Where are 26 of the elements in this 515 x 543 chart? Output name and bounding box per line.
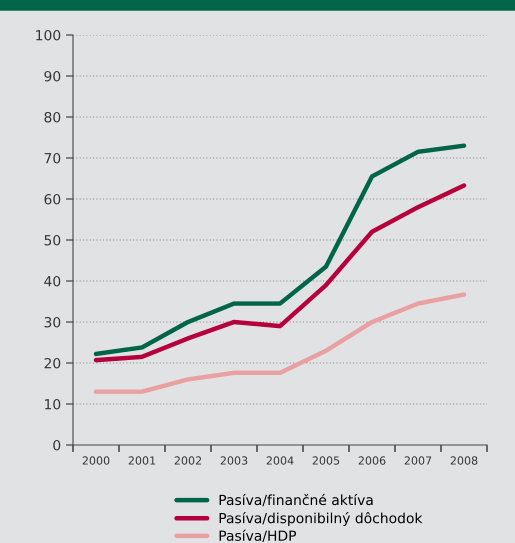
- x-tick-label: 2008: [450, 456, 478, 465]
- x-tick-label: 2004: [266, 456, 294, 465]
- y-tick-label: 50: [44, 234, 60, 246]
- y-tick-label: 20: [44, 358, 60, 368]
- x-tick-label: 2000: [82, 456, 110, 465]
- x-tick-label: 2002: [174, 456, 202, 465]
- y-tick-label: 60: [44, 194, 60, 204]
- y-tick-label: 40: [44, 276, 60, 286]
- y-tick-label: 10: [45, 398, 60, 410]
- x-tick-label: 2001: [128, 456, 156, 465]
- line-series: [94, 143, 466, 356]
- x-tick-label: 2003: [220, 456, 248, 465]
- y-tick-label: 100: [36, 30, 60, 40]
- legend-label: Pasíva/HDP: [220, 530, 296, 542]
- legend-label: Pasíva/disponibilný dôchodok: [220, 512, 422, 526]
- y-tick-label: 0: [53, 440, 60, 450]
- line-series: [94, 183, 466, 362]
- y-tick-label: 90: [44, 70, 60, 82]
- legend-label: Pasíva/finančné aktíva: [220, 494, 373, 506]
- y-tick-label: 30: [44, 316, 60, 328]
- line-series: [94, 292, 466, 394]
- y-tick-label: 70: [44, 152, 60, 164]
- x-tick-label: 2007: [404, 456, 432, 465]
- x-tick-label: 2006: [358, 456, 386, 465]
- y-tick-label: 80: [44, 112, 60, 122]
- x-tick-label: 2005: [312, 456, 340, 465]
